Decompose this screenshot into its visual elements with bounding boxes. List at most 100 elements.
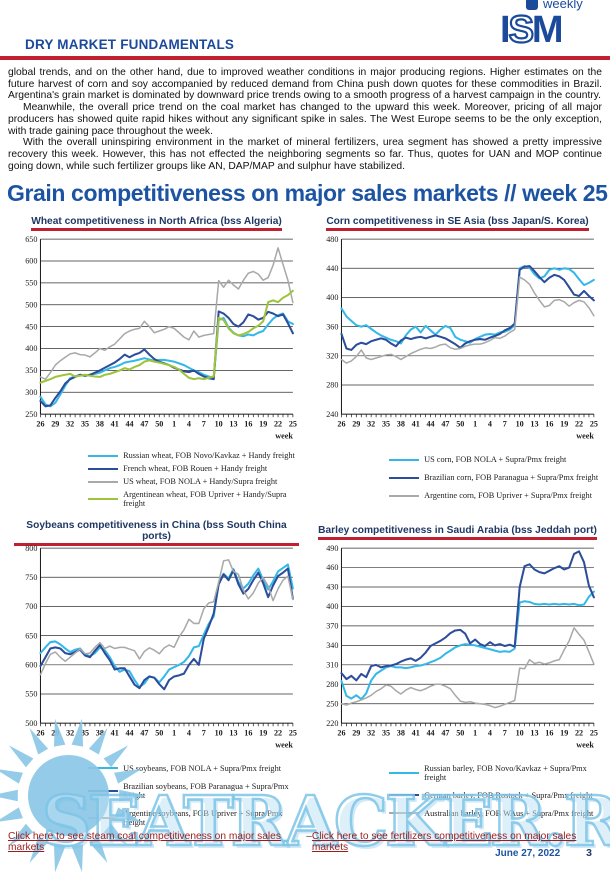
svg-text:7: 7 — [503, 728, 507, 737]
svg-text:16: 16 — [244, 728, 252, 737]
svg-text:47: 47 — [441, 728, 449, 737]
legend-label: US wheat, FOB NOLA + Handy/Supra freight — [123, 477, 278, 487]
svg-text:600: 600 — [25, 257, 37, 266]
svg-text:450: 450 — [25, 323, 37, 332]
series-line — [39, 567, 294, 691]
svg-text:38: 38 — [397, 420, 405, 429]
legend-item: German barley, FOB Rostock + Supra/Pmx f… — [389, 791, 600, 800]
svg-text:32: 32 — [66, 420, 74, 429]
svg-text:32: 32 — [367, 728, 375, 737]
svg-text:250: 250 — [25, 410, 37, 419]
svg-text:44: 44 — [426, 420, 434, 429]
legend-label: US soybeans, FOB NOLA + Supra/Pmx freigh… — [123, 763, 282, 773]
svg-text:44: 44 — [125, 728, 133, 737]
wheat-chart-legend: Russian wheat, FOB Novo/Kavkaz + Handy f… — [14, 451, 299, 508]
series-line — [340, 265, 595, 352]
svg-text:350: 350 — [25, 366, 37, 375]
page-title: DRY MARKET FUNDAMENTALS — [25, 37, 235, 52]
svg-text:13: 13 — [229, 420, 237, 429]
svg-text:250: 250 — [326, 699, 338, 708]
svg-text:750: 750 — [25, 573, 37, 582]
svg-text:13: 13 — [229, 728, 237, 737]
legend-item: US soybeans, FOB NOLA + Supra/Pmx freigh… — [88, 764, 299, 773]
svg-text:22: 22 — [575, 420, 583, 429]
svg-text:440: 440 — [326, 264, 338, 273]
svg-text:16: 16 — [545, 728, 553, 737]
legend-item: Argentine soybeans, FOB Upriver + Supra/… — [88, 809, 299, 827]
svg-text:280: 280 — [326, 381, 338, 390]
legend-item: Russian barley, FOB Novo/Kavkaz + Supra/… — [389, 764, 600, 782]
page-number: 3 — [586, 847, 592, 859]
legend-label: Russian wheat, FOB Novo/Kavkaz + Handy f… — [123, 451, 295, 461]
soybeans-chart-title: Soybeans competitiveness in China (bss S… — [14, 520, 299, 547]
svg-text:400: 400 — [25, 344, 37, 353]
svg-text:16: 16 — [545, 420, 553, 429]
paragraph: With the overall uninspiring environment… — [8, 137, 602, 172]
svg-text:25: 25 — [590, 728, 598, 737]
svg-text:550: 550 — [25, 690, 37, 699]
legend-label: Brazilian soybeans, FOB Paranagua + Supr… — [123, 781, 289, 800]
svg-text:25: 25 — [289, 420, 297, 429]
svg-text:38: 38 — [397, 728, 405, 737]
svg-text:50: 50 — [155, 420, 163, 429]
soybeans-chart-block: Soybeans competitiveness in China (bss S… — [14, 520, 299, 827]
steam-coal-link[interactable]: Click here to see steam coal competitive… — [8, 831, 281, 853]
svg-text:41: 41 — [412, 420, 420, 429]
wheat-chart-block: Wheat competitiveness in North Africa (b… — [14, 211, 299, 508]
svg-text:47: 47 — [140, 420, 148, 429]
series-line — [340, 590, 595, 701]
svg-text:50: 50 — [456, 420, 464, 429]
paragraph: Meanwhile, the overall price trend on th… — [8, 102, 602, 137]
svg-text:480: 480 — [326, 235, 338, 244]
svg-text:16: 16 — [244, 420, 252, 429]
page-footer: June 27, 2022 3 — [495, 847, 592, 859]
legend-swatch — [389, 494, 420, 497]
svg-text:week: week — [576, 741, 594, 750]
legend-label: Australian barley, FOB WAus + Supra/Pmx … — [424, 808, 594, 818]
svg-text:29: 29 — [51, 728, 59, 737]
svg-text:320: 320 — [326, 352, 338, 361]
svg-text:22: 22 — [274, 420, 282, 429]
svg-text:550: 550 — [25, 279, 37, 288]
series-line — [340, 550, 595, 682]
fertilizers-link[interactable]: Click here to see fertilizers competitiv… — [311, 831, 577, 853]
ism-logo-letters: ISM — [500, 9, 596, 51]
svg-text:1: 1 — [172, 728, 176, 737]
series-line — [340, 627, 595, 709]
legend-swatch — [389, 812, 420, 815]
svg-text:4: 4 — [187, 728, 191, 737]
svg-text:600: 600 — [25, 661, 37, 670]
svg-text:360: 360 — [326, 323, 338, 332]
legend-label: Russian barley, FOB Novo/Kavkaz + Supra/… — [424, 763, 587, 782]
svg-text:7: 7 — [202, 728, 206, 737]
legend-swatch — [88, 498, 119, 501]
legend-label: Argentinean wheat, FOB Upriver + Handy/S… — [123, 490, 287, 509]
svg-text:220: 220 — [326, 719, 338, 728]
svg-text:1: 1 — [172, 420, 176, 429]
svg-text:7: 7 — [202, 420, 206, 429]
series-line — [340, 276, 595, 365]
legend-swatch — [88, 816, 119, 819]
legend-label: Argentine corn, FOB Upriver + Supra/Pmx … — [424, 491, 592, 501]
footer-links: Click here to see steam coal competitive… — [8, 831, 602, 853]
svg-text:7: 7 — [503, 420, 507, 429]
svg-text:29: 29 — [352, 728, 360, 737]
svg-text:10: 10 — [516, 728, 524, 737]
legend-item: Australian barley, FOB WAus + Supra/Pmx … — [389, 809, 600, 818]
legend-swatch — [88, 767, 119, 770]
svg-text:19: 19 — [259, 728, 267, 737]
svg-text:19: 19 — [560, 420, 568, 429]
corn-chart-block: Corn competitiveness in SE Asia (bss Jap… — [315, 211, 600, 508]
barley-chart-legend: Russian barley, FOB Novo/Kavkaz + Supra/… — [315, 764, 600, 818]
svg-text:13: 13 — [530, 728, 538, 737]
legend-label: French wheat, FOB Rouen + Handy freight — [123, 464, 268, 474]
soybeans-chart-legend: US soybeans, FOB NOLA + Supra/Pmx freigh… — [14, 764, 299, 827]
issue-date: June 27, 2022 — [495, 848, 561, 859]
svg-text:460: 460 — [326, 563, 338, 572]
series-line — [39, 563, 294, 689]
barley-chart-title: Barley competitiveness in Saudi Arabia (… — [318, 525, 597, 541]
legend-item: Brazilian corn, FOB Paranagua + Supra/Pm… — [389, 473, 600, 482]
legend-swatch — [88, 467, 119, 470]
corn-chart-title: Corn competitiveness in SE Asia (bss Jap… — [326, 216, 589, 232]
